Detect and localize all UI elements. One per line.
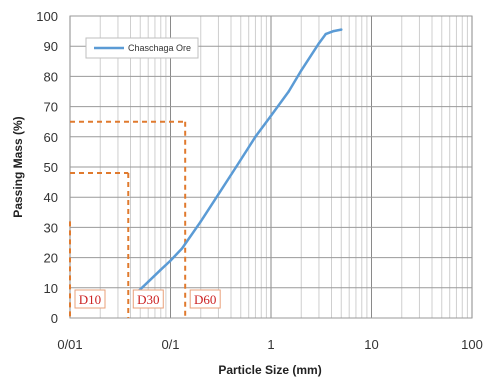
legend: Chaschaga Ore xyxy=(85,37,199,59)
data-point xyxy=(254,135,257,138)
x-axis-label: Particle Size (mm) xyxy=(218,363,321,377)
data-point xyxy=(180,247,184,250)
y-tick-label: 100 xyxy=(36,9,58,24)
y-tick-label: 20 xyxy=(44,251,58,266)
y-tick-label: 10 xyxy=(44,281,58,296)
annotation-guides xyxy=(69,120,187,318)
data-point xyxy=(287,90,290,93)
x-tick-label: 10 xyxy=(364,337,378,352)
x-tick-label: 100 xyxy=(461,337,483,352)
data-point xyxy=(199,220,202,223)
y-tick-label: 90 xyxy=(44,39,58,54)
annotation-label-box xyxy=(189,289,221,309)
x-tick-label: 0/1 xyxy=(161,337,179,352)
x-tick-label: 0/01 xyxy=(57,337,82,352)
y-tick-label: 60 xyxy=(44,130,58,145)
annotation-label: D30 xyxy=(137,292,159,307)
y-axis-label: Passing Mass (%) xyxy=(11,116,25,217)
series-line xyxy=(134,28,343,296)
series-layer xyxy=(134,28,343,296)
data-point xyxy=(340,28,343,31)
data-point xyxy=(159,268,162,271)
annotation-label: D60 xyxy=(194,292,216,307)
y-tick-label: 50 xyxy=(44,160,58,175)
legend-label: Chaschaga Ore xyxy=(128,43,191,53)
y-tick-label: 0 xyxy=(51,311,58,326)
y-tick-label: 80 xyxy=(44,69,58,84)
data-point xyxy=(324,32,327,36)
legend-box xyxy=(85,37,199,59)
data-point xyxy=(332,29,335,33)
data-point xyxy=(300,69,303,72)
data-point xyxy=(269,114,273,117)
data-point xyxy=(317,41,321,45)
y-tick-label: 30 xyxy=(44,220,58,235)
annotation-label: D10 xyxy=(79,292,101,307)
y-tick-label: 40 xyxy=(44,190,58,205)
data-point xyxy=(217,192,220,196)
tick-labels: 0 10 20 30 40 50 60 70 80 90 100 0/01 0/1 1 10 100 xyxy=(36,9,483,352)
y-tick-label: 70 xyxy=(44,100,58,115)
data-point xyxy=(169,259,172,262)
annotation-labels: D10 D30 D60 xyxy=(74,289,221,309)
annotation-label-box xyxy=(132,289,164,309)
x-tick-label: 1 xyxy=(267,337,274,352)
data-point xyxy=(234,165,238,169)
grid-lines xyxy=(69,15,473,319)
annotation-label-box xyxy=(74,289,106,309)
data-point xyxy=(147,280,150,283)
